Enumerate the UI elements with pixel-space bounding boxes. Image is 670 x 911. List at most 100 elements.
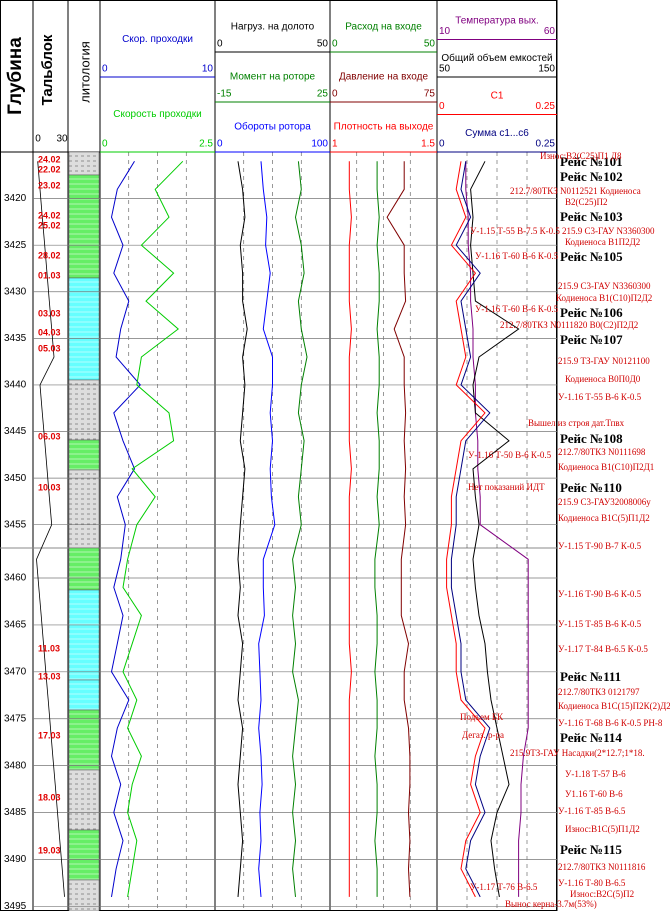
header-min: 1 — [332, 139, 338, 150]
run-label: Рейс №114 — [560, 730, 622, 745]
log-curve — [258, 161, 276, 897]
lithology-block — [68, 709, 100, 771]
date-label: 13.03 — [38, 671, 61, 681]
date-label: 25.02 — [38, 220, 61, 230]
lithology-block — [68, 879, 100, 911]
log-curve — [374, 161, 380, 897]
note-label: 212.7/80ТКЗ 0121797 — [558, 687, 640, 697]
header-max: 0.25 — [536, 139, 556, 150]
log-curve — [446, 161, 486, 898]
date-label: 19.03 — [38, 845, 61, 855]
track-note: У-1.16 Т-60 В-6 К-0.5 — [475, 304, 559, 314]
header-max: 1.5 — [421, 139, 435, 150]
header-min: 0 — [332, 89, 338, 100]
header-curve-name: Нагруз. на долото — [231, 22, 315, 33]
header-curve-name: Сумма с1...с6 — [465, 128, 529, 139]
header-max: 50 — [317, 39, 329, 50]
lithology-header: литология — [77, 41, 92, 103]
lithology-block — [68, 174, 100, 279]
depth-tick-label: 3470 — [4, 666, 27, 677]
log-curve — [237, 161, 248, 897]
header-curve-name: Давление на входе — [339, 72, 429, 83]
depth-tick-label: 3465 — [4, 620, 27, 631]
note-label: У-1.15 Т-85 В-6 К-0.5 — [558, 619, 642, 629]
run-label: Рейс №115 — [560, 842, 622, 857]
lithology-block — [68, 277, 100, 381]
header-max: 100 — [311, 139, 328, 150]
header-max: 60 — [544, 26, 556, 37]
note-label: Износ:B2(C25)П1 Д8 — [540, 151, 622, 161]
lithology-block — [68, 547, 100, 591]
note-label: У-1.16 Т-55 В-6 К-0.5 — [558, 392, 642, 402]
run-label: Рейс №111 — [560, 669, 621, 684]
depth-tick-label: 3480 — [4, 760, 27, 771]
depth-tick-label: 3450 — [4, 473, 27, 484]
note-label: У-1.18 Т-57 В-6 — [565, 769, 626, 779]
date-label: 03.03 — [38, 308, 61, 318]
run-label: Рейс №103 — [560, 209, 623, 224]
note-label: Вынос керна-3.7м(53%) — [505, 899, 597, 909]
header-min: 0 — [217, 139, 223, 150]
track-note: У-1.16 Т-60 В-6 К-0.5 — [475, 251, 559, 261]
note-label: Износ:B1C(5)П1Д2 — [565, 824, 640, 834]
lithology-block — [68, 151, 100, 176]
depth-tick-label: 3485 — [4, 807, 27, 818]
note-label: Кодиеноса B1(C10)П2Д2 — [556, 293, 652, 303]
note-label: Кодиеноса B1C(5)П1Д2 — [558, 513, 650, 523]
date-label: 24.02 — [38, 210, 61, 220]
header-curve-name: Обороты ротора — [234, 121, 311, 133]
log-curve — [450, 161, 491, 898]
note-label: 215.9 ТЗ-ГАУ N0121100 — [558, 356, 650, 366]
track-note: Нет показаний ИДТ — [468, 482, 545, 492]
note-label: 212.7/80ТКЗ N0111820 B0(C2)П2Д2 — [500, 320, 638, 330]
note-label: У1.16 Т-60 В-6 — [565, 789, 623, 799]
track-note: Дегаз. р-ра — [462, 730, 504, 740]
header-max: 10 — [202, 64, 214, 75]
lithology-block — [68, 589, 100, 681]
track-note: У-1.17 Т-76 В-6.5 — [470, 882, 538, 892]
note-label: У-1.16 Т-85 В-6.5 — [558, 806, 626, 816]
header-curve-name: Расход на входе — [345, 22, 422, 33]
run-label: Рейс №105 — [560, 249, 623, 264]
lithology-block — [68, 829, 100, 881]
header-curve-name: Скорость проходки — [113, 109, 201, 120]
header-min: 0 — [102, 139, 108, 150]
run-label: Рейс №106 — [560, 305, 623, 320]
talblok-header: Тальблок — [39, 34, 56, 105]
header-curve-name: Скор. проходки — [122, 34, 193, 45]
note-label: 212.7/80ТКЗ N0111816 — [558, 862, 646, 872]
header-min: 0 — [439, 139, 445, 150]
note-label: Кодиеноса B1П2Д2 — [565, 237, 640, 247]
log-curve — [110, 161, 141, 897]
date-label: 11.03 — [38, 643, 60, 653]
date-label: 17.03 — [38, 730, 61, 740]
header-min: 0 — [332, 39, 338, 50]
talblok-min: 0 — [35, 134, 41, 145]
depth-tick-label: 3425 — [4, 240, 27, 251]
date-label: 24.02 — [38, 154, 61, 164]
header-max: 0.25 — [536, 101, 556, 112]
log-curve — [465, 161, 529, 897]
header-min: -15 — [217, 89, 232, 100]
depth-tick-label: 3475 — [4, 713, 27, 724]
header-max: 25 — [317, 89, 329, 100]
date-label: 10.03 — [38, 482, 61, 492]
depth-header: Глубина — [5, 37, 26, 115]
log-curve — [36, 161, 65, 897]
header-max: 75 — [424, 89, 436, 100]
note-label: Кодиеноса B1C(15)П2К(2)Д2 — [558, 701, 670, 711]
header-curve-name: Общий объем емкостей — [441, 52, 552, 64]
note-label: Кодиеноса B0П0Д0 — [565, 374, 641, 384]
header-curve-name: Температура вых. — [455, 15, 539, 26]
depth-tick-label: 3445 — [4, 426, 27, 437]
header-min: 10 — [439, 26, 451, 37]
date-label: 23.02 — [38, 180, 61, 190]
header-curve-name: Плотность на выходе — [334, 122, 434, 133]
log-curve — [348, 161, 352, 897]
date-label: 22.02 — [38, 164, 61, 174]
depth-tick-label: 3430 — [4, 286, 27, 297]
track-note: У-1.15 Т-55 В-7.5 К-0.5 — [470, 226, 560, 236]
note-label: У-1.17 Т-84 В-6.5 К-0.5 — [558, 644, 648, 654]
date-label: 04.03 — [38, 327, 61, 337]
lithology-block — [68, 439, 100, 471]
